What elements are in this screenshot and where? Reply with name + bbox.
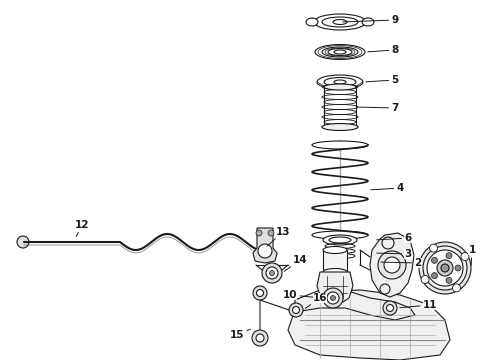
Circle shape <box>427 250 463 286</box>
Circle shape <box>256 230 262 236</box>
Circle shape <box>256 334 264 342</box>
Ellipse shape <box>317 75 363 89</box>
Text: 2: 2 <box>381 258 421 268</box>
Text: 11: 11 <box>400 300 437 310</box>
Ellipse shape <box>315 45 365 59</box>
Circle shape <box>423 246 467 290</box>
Circle shape <box>383 301 397 315</box>
Circle shape <box>382 237 394 249</box>
Text: 10: 10 <box>283 290 320 300</box>
Text: 6: 6 <box>377 233 412 243</box>
Text: 15: 15 <box>230 329 250 340</box>
Ellipse shape <box>362 18 374 26</box>
Ellipse shape <box>322 123 358 130</box>
Text: 7: 7 <box>359 103 399 113</box>
Circle shape <box>293 306 299 314</box>
Circle shape <box>258 244 272 258</box>
Circle shape <box>432 273 438 279</box>
Ellipse shape <box>323 269 347 275</box>
Circle shape <box>446 277 452 283</box>
Circle shape <box>387 305 393 311</box>
Polygon shape <box>317 272 353 302</box>
Circle shape <box>384 257 400 273</box>
Circle shape <box>380 284 390 294</box>
Ellipse shape <box>324 84 356 90</box>
Circle shape <box>268 230 274 236</box>
Text: 3: 3 <box>377 249 412 259</box>
Text: 14: 14 <box>284 255 307 271</box>
Ellipse shape <box>323 235 357 245</box>
Circle shape <box>455 265 461 271</box>
Circle shape <box>330 296 336 301</box>
Circle shape <box>266 267 278 279</box>
Text: 8: 8 <box>368 45 399 55</box>
Circle shape <box>262 263 282 283</box>
Circle shape <box>452 284 461 292</box>
Circle shape <box>17 236 29 248</box>
Circle shape <box>441 264 449 272</box>
Circle shape <box>419 242 471 294</box>
Ellipse shape <box>314 14 366 30</box>
Circle shape <box>253 286 267 300</box>
Circle shape <box>323 288 343 308</box>
Ellipse shape <box>312 231 368 239</box>
Circle shape <box>289 303 303 317</box>
Circle shape <box>421 275 429 284</box>
Circle shape <box>378 251 406 279</box>
Ellipse shape <box>323 247 347 253</box>
Circle shape <box>430 244 438 252</box>
Polygon shape <box>288 290 450 360</box>
Text: 5: 5 <box>366 75 399 85</box>
Circle shape <box>446 253 452 258</box>
Circle shape <box>270 270 274 275</box>
Ellipse shape <box>312 141 368 149</box>
Text: 12: 12 <box>75 220 89 237</box>
Polygon shape <box>370 233 414 297</box>
Circle shape <box>461 252 469 261</box>
Circle shape <box>327 292 339 304</box>
Ellipse shape <box>306 18 318 26</box>
Text: 4: 4 <box>371 183 404 193</box>
Text: 16: 16 <box>305 293 327 309</box>
Circle shape <box>432 257 438 264</box>
Text: 13: 13 <box>267 227 290 246</box>
Text: 9: 9 <box>343 15 398 25</box>
Text: 1: 1 <box>468 245 476 265</box>
Polygon shape <box>253 228 277 263</box>
Bar <box>323 250 347 272</box>
Circle shape <box>256 289 264 297</box>
Circle shape <box>252 330 268 346</box>
Polygon shape <box>295 290 415 320</box>
Circle shape <box>437 260 453 276</box>
